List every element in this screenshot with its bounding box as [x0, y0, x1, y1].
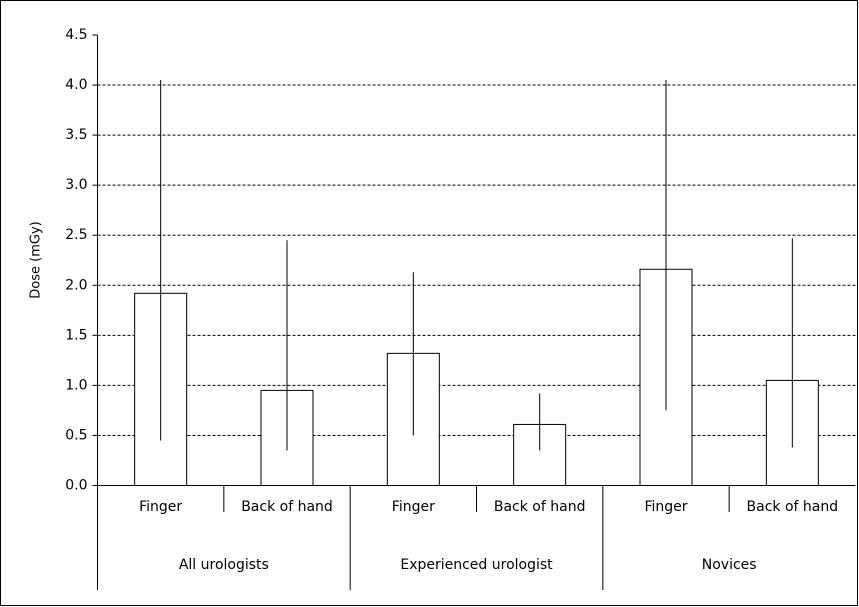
group-label: All urologists — [179, 557, 269, 573]
y-tick-label: 1.5 — [65, 327, 87, 343]
y-tick-label: 2.0 — [65, 277, 87, 293]
y-tick-label: 3.0 — [65, 177, 87, 193]
x-tick-label: Back of hand — [241, 499, 333, 515]
y-tick-label: 4.5 — [65, 27, 87, 43]
group-label: Experienced urologist — [400, 557, 553, 573]
y-tick-label: 0.5 — [65, 427, 87, 443]
x-tick-label: Finger — [392, 499, 435, 515]
x-tick-label: Finger — [139, 499, 182, 515]
x-tick-label: Back of hand — [494, 499, 586, 515]
y-tick-label: 3.5 — [65, 127, 87, 143]
y-tick-label: 4.0 — [65, 77, 87, 93]
y-tick-label: 2.5 — [65, 227, 87, 243]
y-tick-label: 0.0 — [65, 478, 87, 494]
x-tick-label: Finger — [644, 499, 687, 515]
y-tick-label: 1.0 — [65, 377, 87, 393]
group-label: Novices — [702, 557, 757, 573]
x-tick-label: Back of hand — [747, 499, 839, 515]
y-axis-label: Dose (mGy) — [29, 221, 44, 298]
